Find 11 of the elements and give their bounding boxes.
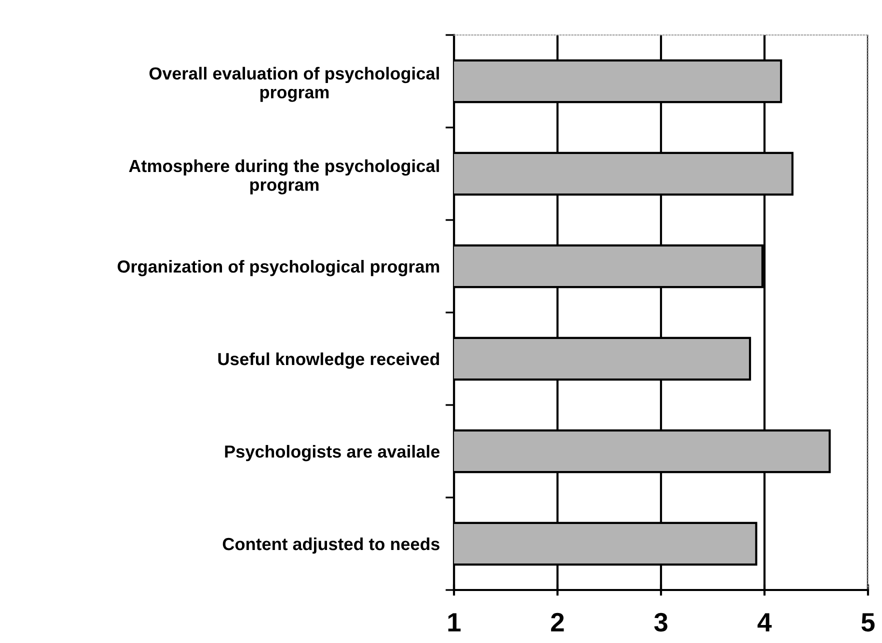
y-tick-label: Psychologists are availale [225,444,440,462]
x-tick-label: 2 [551,612,564,632]
x-tick-label: 5 [861,613,875,632]
y-tick-label: Overall evaluation of psychological program [149,66,439,102]
y-tick-label: Atmosphere during the psychological program [128,159,439,194]
y-tick-label: Content adjusted to needs [222,537,440,554]
y-tick-label: Useful knowledge received [218,352,439,369]
x-tick-label: 4 [758,613,772,632]
y-tick-label: Organization of psychological program [118,260,440,276]
x-tick-label: 3 [654,612,668,632]
x-tick-label: 1 [448,613,461,632]
